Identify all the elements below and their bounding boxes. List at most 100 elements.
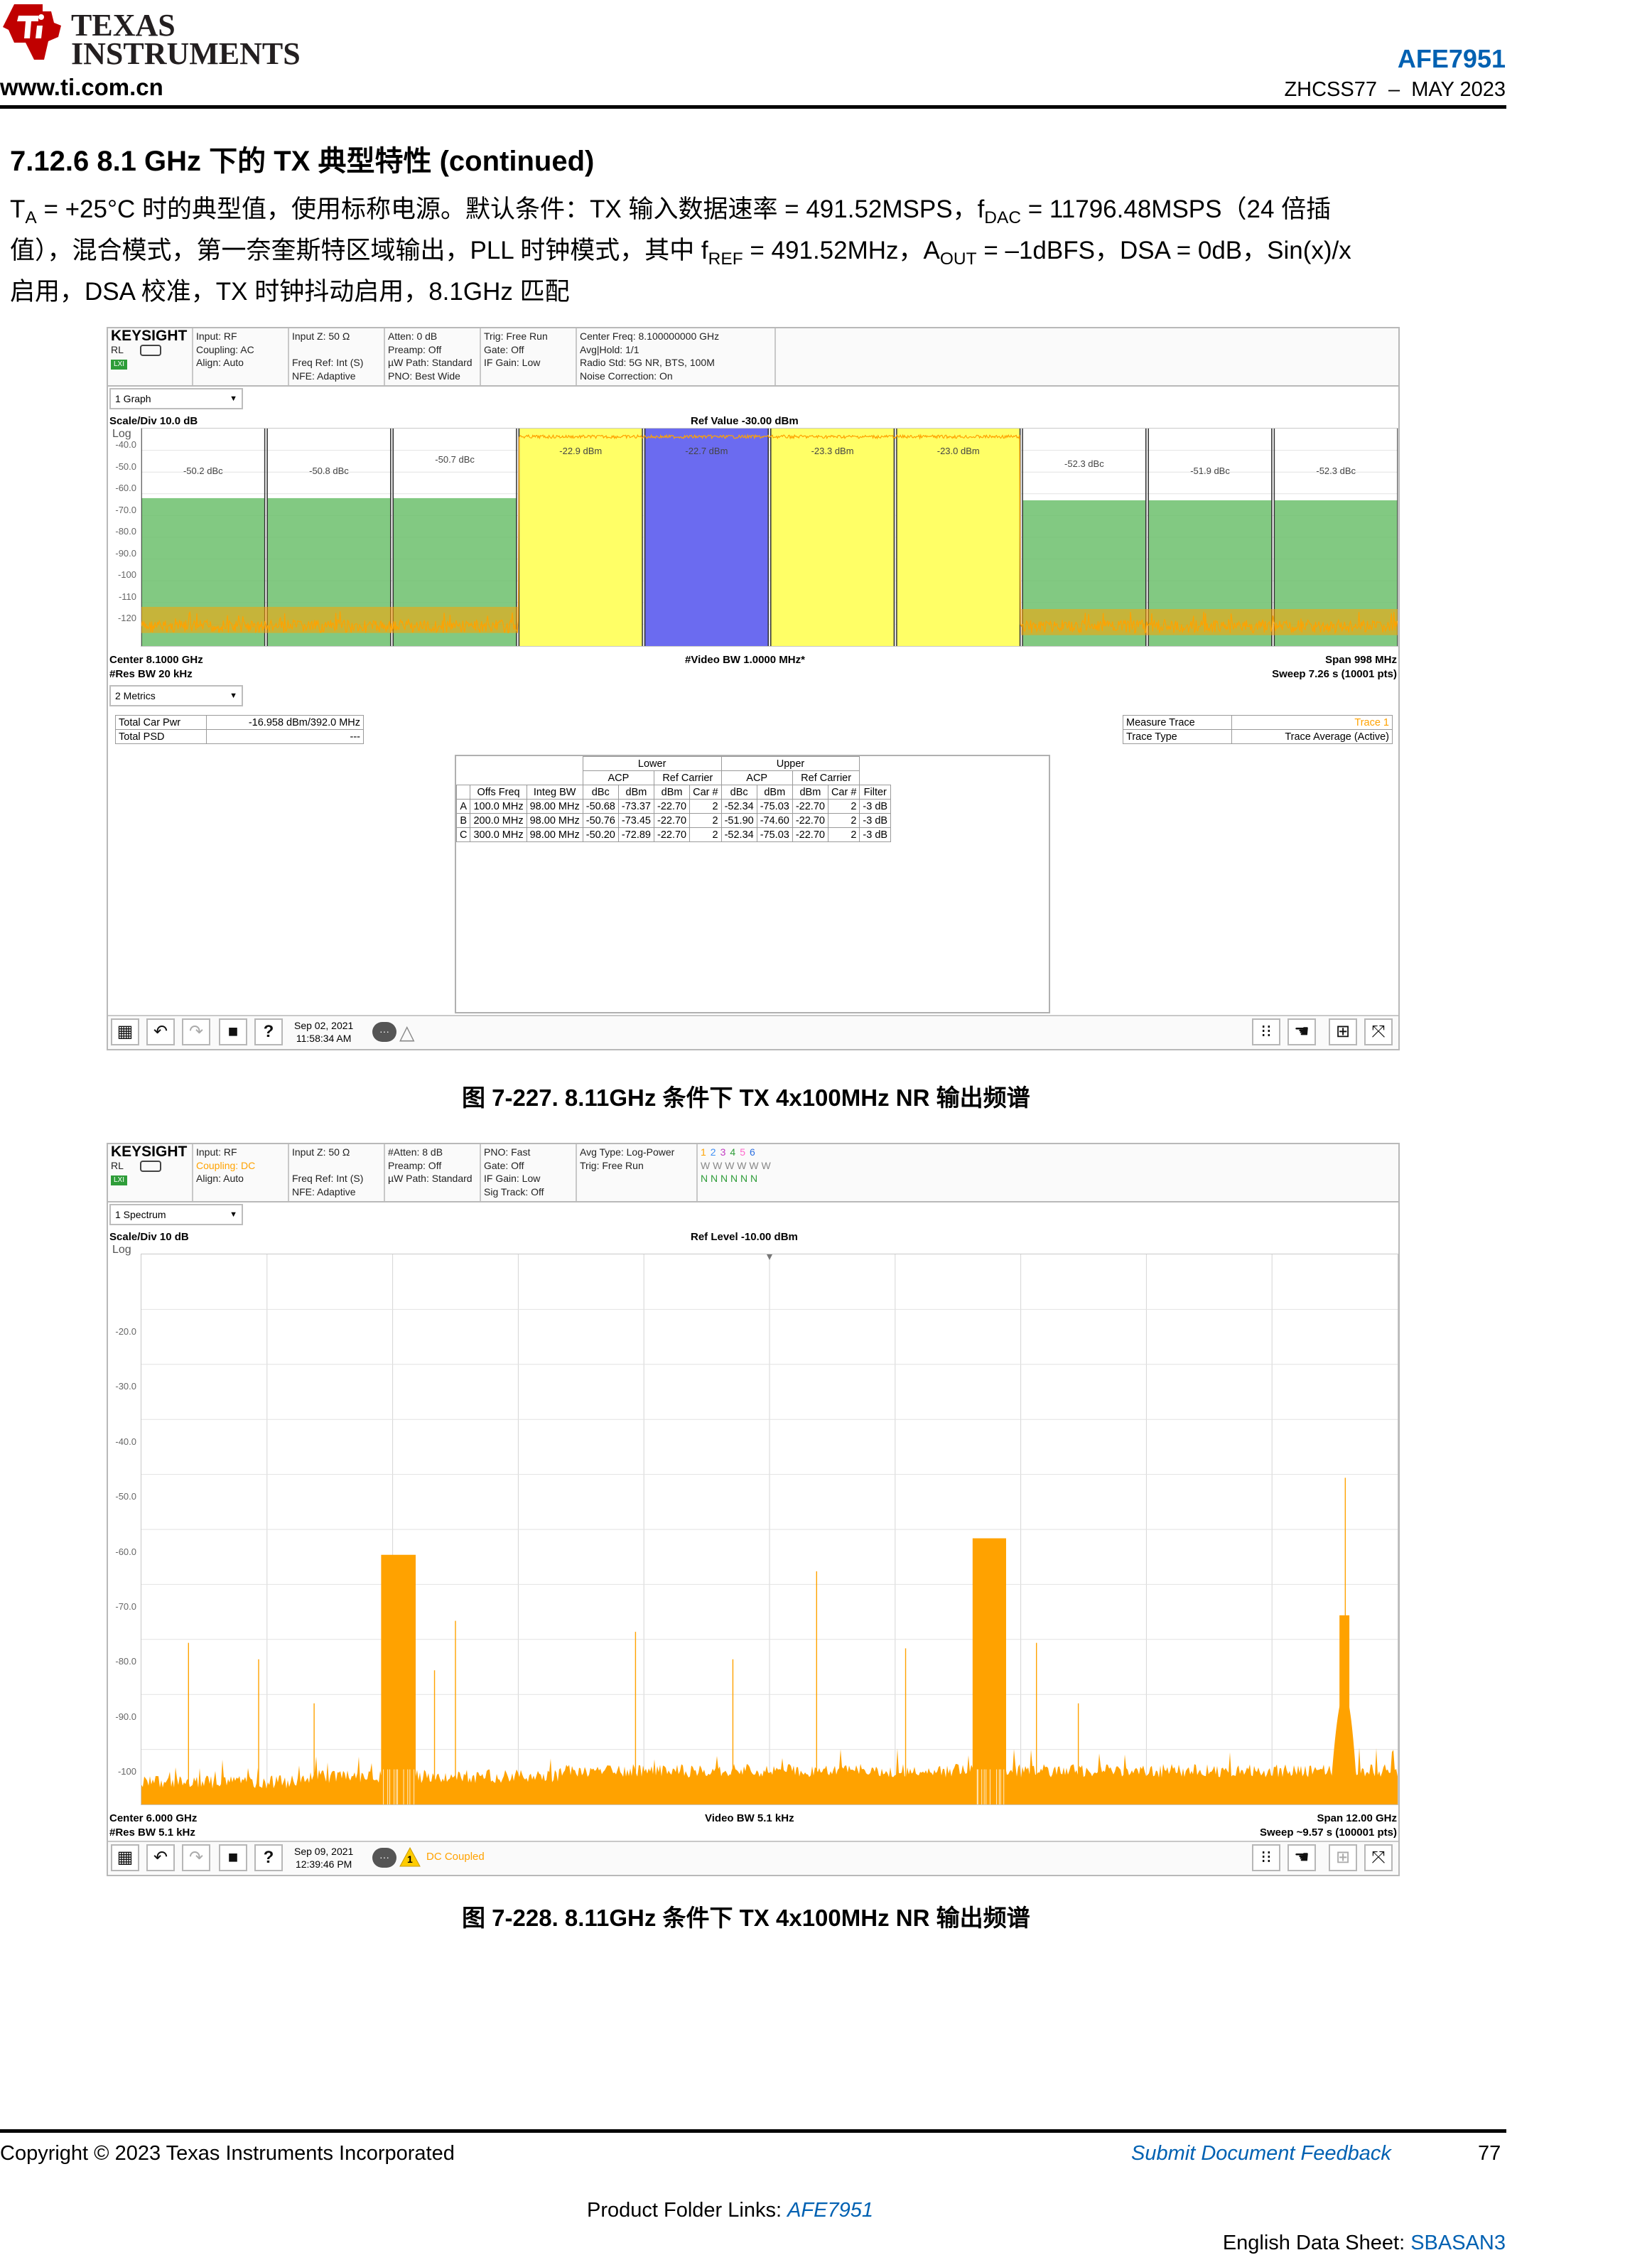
acp-cell: C (455, 827, 471, 842)
spectrum-dropdown[interactable]: 1 Spectrum ▼ (109, 1204, 243, 1225)
redo-button[interactable]: ↷ (182, 1844, 210, 1871)
markers-button[interactable]: ⁝⁝ (1252, 1018, 1280, 1045)
doc-sep: – (1388, 78, 1400, 101)
acp-cell: -22.70 (792, 827, 828, 842)
ref-level-label: Ref Level -10.00 dBm (691, 1231, 798, 1243)
doc-info: ZHCSS77 – MAY 2023 (1284, 78, 1506, 102)
y-tick-label: -40.0 (115, 1436, 136, 1447)
band-label: -50.7 dBc (435, 454, 475, 465)
acp-column-headers: Offs Freq Integ BW dBc dBm dBm Car # dBc dBm dBm… (455, 785, 892, 800)
y-tick-label: -70.0 (115, 1601, 136, 1612)
acp-col-header: dBc (582, 785, 619, 800)
acp-cell: 200.0 MHz (470, 813, 527, 828)
folder-button[interactable]: ■ (219, 1844, 247, 1871)
bottom-toolbar: ▦ ↶ ↷ ■ ? Sep 02, 2021 11:58:34 AM ··· △ … (108, 1015, 1398, 1049)
layout-button[interactable]: ⊞ (1329, 1844, 1357, 1871)
figure-caption-1: 图 7-227. 8.11GHz 条件下 TX 4x100MHz NR 输出频谱 (462, 1085, 1030, 1111)
part-number[interactable]: AFE7951 (1397, 44, 1506, 73)
message-icon[interactable]: ··· (372, 1022, 396, 1042)
noise-floor (1021, 608, 1398, 635)
product-folder-link[interactable]: AFE7951 (787, 2199, 873, 2222)
folder-button[interactable]: ■ (219, 1018, 247, 1045)
windows-start-button[interactable]: ▦ (111, 1844, 139, 1871)
total-psd-value: --- (205, 729, 365, 744)
submit-feedback-link[interactable]: Submit Document Feedback (1131, 2142, 1391, 2165)
acp-cell: -75.03 (756, 827, 793, 842)
info-col-3: #Atten: 8 dB Preamp: Off µW Path: Standard (385, 1144, 481, 1201)
acp-cell: -73.37 (617, 799, 654, 814)
scale-label: Scale/Div 10.0 dB (109, 415, 198, 427)
total-car-pwr-label: Total Car Pwr (115, 715, 207, 730)
total-car-pwr-value: -16.958 dBm/392.0 MHz (205, 715, 365, 730)
fullscreen-button[interactable]: ⤧ (1364, 1018, 1393, 1045)
doc-date: MAY 2023 (1411, 78, 1506, 101)
measure-trace-value[interactable]: Trace 1 (1231, 715, 1393, 730)
logo-text-texas: TEXAS (71, 8, 176, 43)
ref-marker (767, 1254, 772, 1260)
rl-indicator: RL (111, 343, 189, 357)
acp-cell: 2 (689, 813, 722, 828)
acp-table-panel: Lower Upper ACP Ref Carrier ACP Ref Carr… (455, 755, 1050, 1013)
windows-start-button[interactable]: ▦ (111, 1018, 139, 1045)
message-icon[interactable]: ··· (372, 1848, 396, 1868)
log-label: Log (112, 428, 131, 440)
trace-det-row: N N N N N N (701, 1173, 758, 1184)
lxi-badge: LXI (111, 360, 128, 370)
rl-indicator: RL (111, 1159, 189, 1173)
timestamp: Sep 09, 2021 12:39:46 PM (294, 1846, 354, 1870)
y-tick-label: -20.0 (115, 1326, 136, 1337)
chevron-down-icon: ▼ (230, 692, 237, 700)
website-link[interactable]: www.ti.com.cn (0, 74, 163, 100)
info-col-5: Center Freq: 8.100000000 GHz Avg|Hold: 1/… (577, 328, 776, 385)
graph-dropdown[interactable]: 1 Graph ▼ (109, 388, 243, 409)
undo-button[interactable]: ↶ (146, 1018, 175, 1045)
y-tick-label: -60.0 (115, 1546, 136, 1557)
y-tick-label: -100 (117, 1766, 136, 1777)
carrier-block (381, 1554, 416, 1804)
band-label: -51.9 dBc (1190, 466, 1230, 476)
acp-cell: -22.70 (653, 799, 691, 814)
acp-cell: 98.00 MHz (526, 827, 583, 842)
doc-id: ZHCSS77 (1284, 78, 1377, 101)
product-folder-links: Product Folder Links: AFE7951 (587, 2199, 873, 2222)
trace-type-value[interactable]: Trace Average (Active) (1231, 729, 1393, 744)
ti-logo: TEXAS INSTRUMENTS (0, 0, 301, 71)
touch-button[interactable]: ☚ (1287, 1844, 1316, 1871)
acp-cell: 2 (689, 827, 722, 842)
info-col-4: Trig: Free Run Gate: Off IF Gain: Low (481, 328, 577, 385)
video-bw-label: #Video BW 1.0000 MHz* (685, 654, 805, 666)
acp-band (770, 429, 895, 646)
undo-button[interactable]: ↶ (146, 1844, 175, 1871)
figure-caption-2: 图 7-228. 8.11GHz 条件下 TX 4x100MHz NR 输出频谱 (462, 1905, 1030, 1931)
spectrum-plot-1: -50.2 dBc -50.8 dBc -50.7 dBc -22.9 dBm -22.… (141, 428, 1398, 647)
spectrum-plot-2 (141, 1254, 1398, 1805)
info-col-1: Input: RF Coupling: AC Align: Auto (193, 328, 289, 385)
english-data-sheet-link[interactable]: SBASAN3 (1410, 2232, 1506, 2254)
acp-cell: -3 dB (859, 799, 892, 814)
acp-col-header: dBm (617, 785, 654, 800)
redo-button[interactable]: ↷ (182, 1018, 210, 1045)
help-button[interactable]: ? (254, 1844, 283, 1871)
acp-col-header: Offs Freq (470, 785, 527, 800)
y-tick-label: -50.0 (115, 1491, 136, 1502)
info-col-3: Atten: 0 dB Preamp: Off µW Path: Standard P… (385, 328, 481, 385)
band-label: -50.2 dBc (183, 466, 223, 476)
info-col-1: Input: RF Coupling: DC Align: Auto (193, 1144, 289, 1201)
acp-col-header: Car # (827, 785, 860, 800)
metrics-dropdown[interactable]: 2 Metrics ▼ (109, 685, 243, 706)
acp-cell: -3 dB (859, 827, 892, 842)
markers-button[interactable]: ⁝⁝ (1252, 1844, 1280, 1871)
y-tick-label: -40.0 (115, 439, 136, 450)
touch-button[interactable]: ☚ (1287, 1018, 1316, 1045)
band-label: -52.3 dBc (1064, 458, 1104, 469)
acp-col-header: dBm (756, 785, 793, 800)
logo-cell: KEYSIGHT RL LXI (108, 1144, 193, 1201)
layout-button[interactable]: ⊞ (1329, 1018, 1357, 1045)
acp-cell: -22.70 (653, 813, 691, 828)
y-tick-label: -30.0 (115, 1381, 136, 1392)
fullscreen-button[interactable]: ⤧ (1364, 1844, 1393, 1871)
acp-cell: 300.0 MHz (470, 827, 527, 842)
help-button[interactable]: ? (254, 1018, 283, 1045)
warning-icon[interactable]: 1 (399, 1846, 421, 1868)
y-tick-label: -120 (117, 613, 136, 623)
